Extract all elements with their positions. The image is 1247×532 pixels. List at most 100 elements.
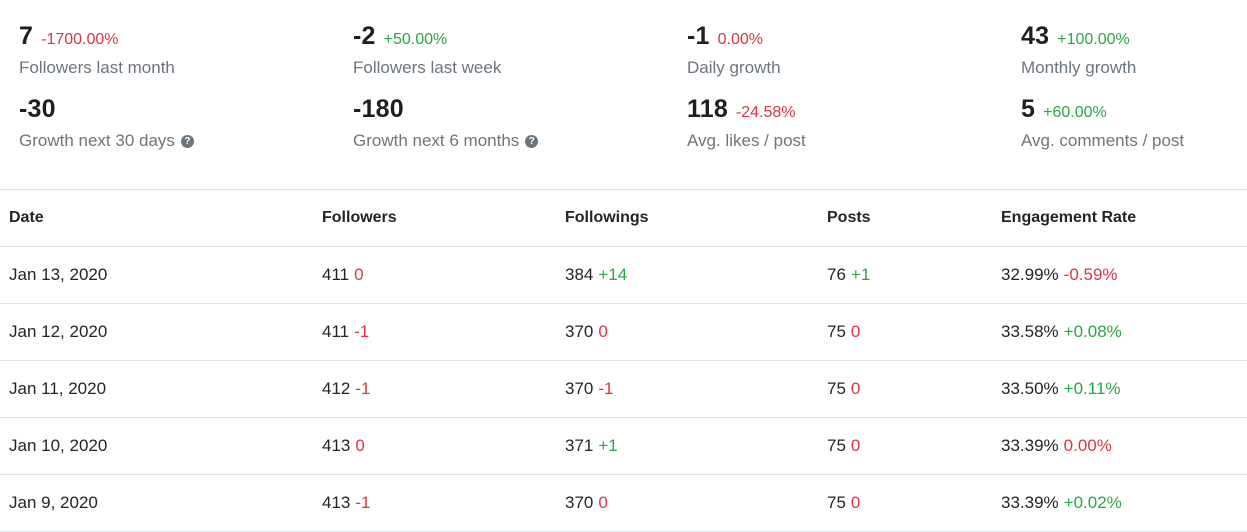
stat-label: Followers last week — [353, 58, 502, 77]
cell-value: 370 — [565, 493, 594, 512]
cell-delta: +0.08% — [1063, 322, 1122, 341]
stat-monthly-growth: 43 +100.00% Monthly growth — [1021, 22, 1247, 78]
cell-delta: 0.00% — [1063, 436, 1112, 455]
column-header-posts[interactable]: Posts — [818, 190, 992, 247]
stat-value: -30 — [19, 95, 56, 123]
cell-date: Jan 9, 2020 — [0, 474, 313, 532]
cell-followers: 413 -1 — [313, 474, 556, 532]
column-header-followers[interactable]: Followers — [313, 190, 556, 247]
cell-value: 412 — [322, 379, 351, 398]
cell-delta: -1 — [598, 379, 614, 398]
stat-change: 0.00% — [717, 31, 764, 48]
stat-change: +100.00% — [1057, 31, 1130, 48]
stat-growth-next-30-days: -30 Growth next 30 days? — [19, 95, 319, 151]
table-row: Jan 9, 2020 413 -1 370 0 75 0 33.39% +0.02% — [0, 474, 1247, 532]
cell-followings: 370 0 — [556, 474, 818, 532]
cell-followers: 411 -1 — [313, 303, 556, 361]
stat-label: Growth next 6 months — [353, 131, 520, 150]
cell-followers: 412 -1 — [313, 360, 556, 418]
cell-date: Jan 13, 2020 — [0, 246, 313, 304]
cell-delta: 0 — [355, 436, 365, 455]
cell-engagement: 33.50% +0.11% — [992, 360, 1247, 418]
cell-followers: 411 0 — [313, 246, 556, 304]
stat-label: Growth next 30 days — [19, 131, 175, 150]
cell-value: 413 — [322, 436, 351, 455]
column-header-engagement-rate[interactable]: Engagement Rate — [992, 190, 1247, 247]
cell-date: Jan 11, 2020 — [0, 360, 313, 418]
table-row: Jan 10, 2020 413 0 371 +1 75 0 33.39% 0.00% — [0, 417, 1247, 475]
cell-date: Jan 10, 2020 — [0, 417, 313, 475]
cell-delta: -1 — [354, 322, 370, 341]
stat-label: Daily growth — [687, 58, 781, 77]
cell-engagement: 33.39% +0.02% — [992, 474, 1247, 532]
cell-delta: -1 — [355, 379, 371, 398]
cell-value: 384 — [565, 265, 594, 284]
cell-delta: +0.11% — [1063, 379, 1121, 398]
table-row: Jan 13, 2020 411 0 384 +14 76 +1 32.99% -0.59% — [0, 246, 1247, 304]
cell-posts: 75 0 — [818, 417, 992, 475]
cell-delta: -0.59% — [1063, 265, 1118, 284]
cell-posts: 76 +1 — [818, 246, 992, 304]
cell-value: 75 — [827, 322, 846, 341]
column-header-followings[interactable]: Followings — [556, 190, 818, 247]
stat-change: -24.58% — [735, 104, 796, 121]
stat-change: +60.00% — [1043, 104, 1107, 121]
cell-value: 370 — [565, 379, 594, 398]
cell-value: 413 — [322, 493, 351, 512]
question-icon[interactable]: ? — [525, 134, 539, 148]
table-row: Jan 11, 2020 412 -1 370 -1 75 0 33.50% +0.11% — [0, 360, 1247, 418]
cell-posts: 75 0 — [818, 360, 992, 418]
cell-value: 33.58% — [1001, 322, 1059, 341]
cell-value: 411 — [322, 265, 350, 284]
cell-value: 75 — [827, 436, 846, 455]
cell-followings: 370 0 — [556, 303, 818, 361]
stat-avg-likes: 118 -24.58% Avg. likes / post — [687, 95, 987, 151]
cell-delta: +0.02% — [1063, 493, 1122, 512]
cell-delta: 0 — [850, 379, 861, 398]
column-header-date[interactable]: Date — [0, 190, 313, 247]
stat-label: Monthly growth — [1021, 58, 1137, 77]
stat-label: Followers last month — [19, 58, 175, 77]
cell-value: 33.50% — [1001, 379, 1059, 398]
cell-value: 76 — [827, 265, 846, 284]
stat-value: 5 — [1021, 95, 1036, 123]
cell-delta: 0 — [850, 322, 861, 341]
cell-posts: 75 0 — [818, 303, 992, 361]
cell-value: 75 — [827, 493, 846, 512]
cell-followings: 384 +14 — [556, 246, 818, 304]
cell-value: 411 — [322, 322, 350, 341]
cell-delta: 0 — [354, 265, 364, 284]
stat-label: Avg. likes / post — [687, 131, 806, 150]
cell-delta: -1 — [355, 493, 371, 512]
cell-delta: +14 — [598, 265, 628, 284]
cell-delta: +1 — [598, 436, 618, 455]
cell-delta: 0 — [850, 436, 861, 455]
cell-date: Jan 12, 2020 — [0, 303, 313, 361]
cell-delta: 0 — [598, 322, 608, 341]
stat-change: +50.00% — [383, 31, 448, 48]
cell-value: 75 — [827, 379, 846, 398]
cell-value: 33.39% — [1001, 436, 1059, 455]
cell-delta: +1 — [850, 265, 871, 284]
stat-value: -180 — [353, 95, 404, 123]
cell-followings: 371 +1 — [556, 417, 818, 475]
cell-delta: 0 — [598, 493, 608, 512]
stat-value: 43 — [1021, 22, 1050, 50]
cell-followings: 370 -1 — [556, 360, 818, 418]
cell-value: 32.99% — [1001, 265, 1059, 284]
cell-engagement: 32.99% -0.59% — [992, 246, 1247, 304]
stat-followers-last-month: 7 -1700.00% Followers last month — [19, 22, 319, 78]
stat-followers-last-week: -2 +50.00% Followers last week — [353, 22, 653, 78]
cell-engagement: 33.39% 0.00% — [992, 417, 1247, 475]
stat-value: -2 — [353, 22, 376, 50]
stat-daily-growth: -1 0.00% Daily growth — [687, 22, 987, 78]
stats-table: Date Followers Followings Posts Engageme… — [0, 190, 1247, 532]
stat-change: -1700.00% — [41, 31, 119, 48]
stat-label: Avg. comments / post — [1021, 131, 1185, 150]
cell-value: 33.39% — [1001, 493, 1059, 512]
question-icon[interactable]: ? — [180, 134, 194, 148]
cell-value: 371 — [565, 436, 594, 455]
cell-engagement: 33.58% +0.08% — [992, 303, 1247, 361]
stat-value: -1 — [687, 22, 710, 50]
stat-value: 7 — [19, 22, 34, 50]
